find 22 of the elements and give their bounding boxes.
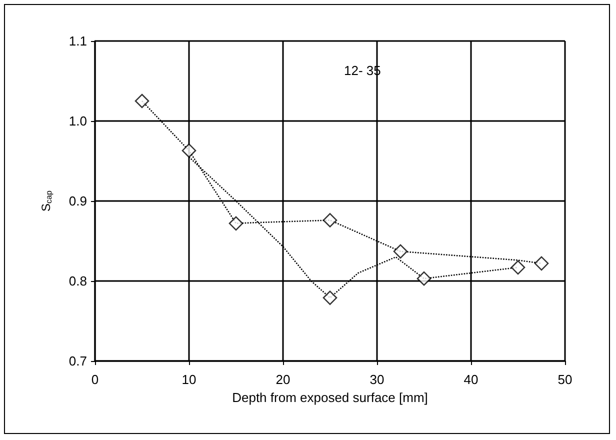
y-axis-title: Scap (39, 190, 54, 212)
point (416, 271, 432, 286)
point (134, 94, 150, 108)
x-tick-label: 0 (91, 372, 99, 387)
x-tick-label: 50 (558, 372, 572, 387)
x-tick-label: 40 (464, 372, 478, 387)
point (228, 216, 244, 231)
point (322, 290, 338, 305)
y-tick-label: 0.9 (68, 194, 87, 208)
point (510, 260, 526, 275)
point (534, 256, 549, 271)
y-tick-label: 0.7 (68, 354, 87, 368)
point (393, 244, 408, 259)
y-tick-label: 1.0 (68, 114, 87, 128)
x-tick-label: 10 (182, 372, 196, 387)
y-tick-label: 1.1 (68, 34, 87, 48)
point (182, 143, 196, 158)
x-tick-label: 20 (276, 372, 290, 387)
y-tick-label: 0.8 (68, 274, 87, 288)
x-axis-title: Depth from exposed surface [mm] (232, 390, 428, 405)
point (322, 213, 338, 228)
x-tick-label: 30 (370, 372, 384, 387)
